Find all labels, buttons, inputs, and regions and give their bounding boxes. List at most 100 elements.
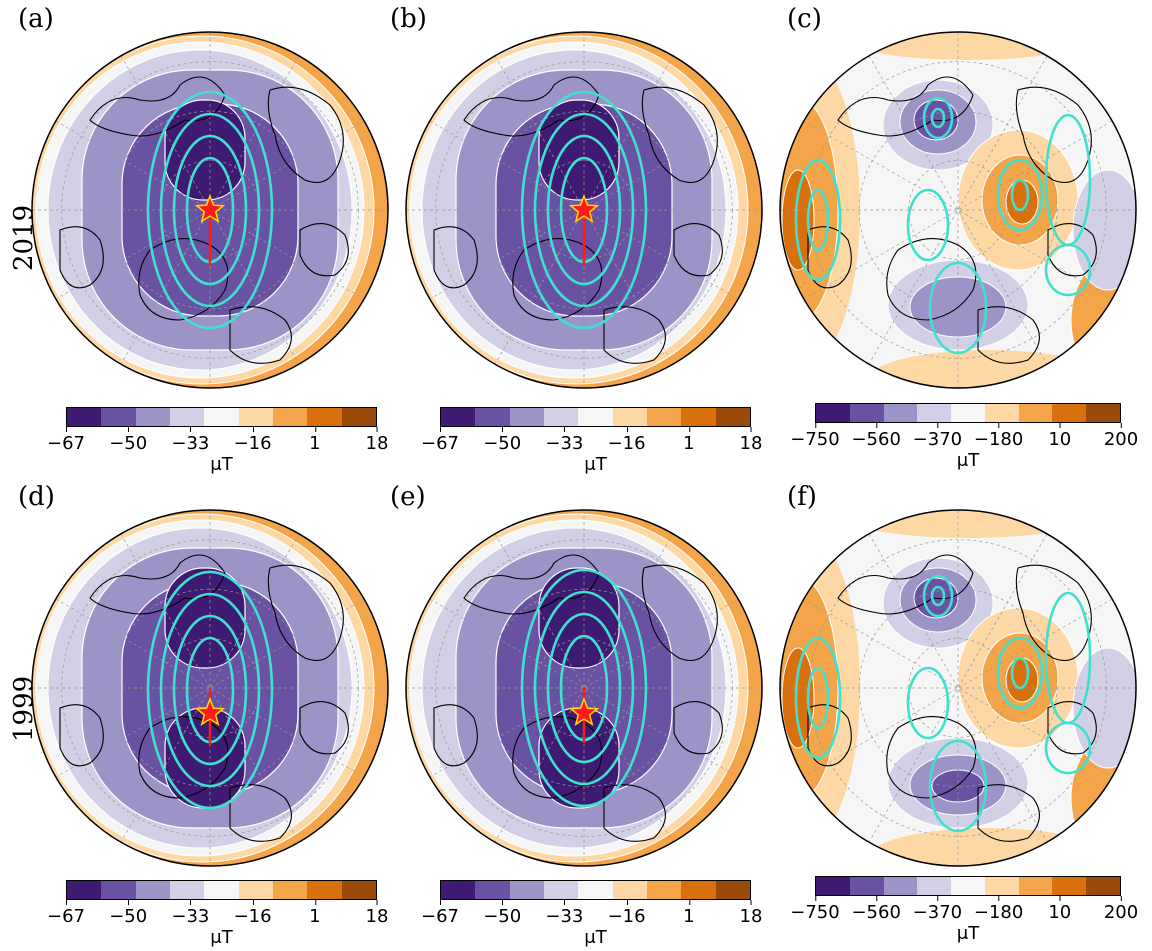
- colorbar-segment: [135, 408, 170, 426]
- colorbar-segment: [578, 408, 613, 426]
- graticule-longitude: [55, 120, 365, 300]
- globe-outline: [405, 31, 763, 389]
- field-map: [32, 32, 388, 388]
- globe-outline: [31, 509, 389, 867]
- colorbar-tick-label: 200: [1103, 423, 1139, 450]
- colorbar-tick-label: 1: [309, 900, 321, 927]
- colorbar-segment: [341, 408, 376, 426]
- colorbar-segment: [1018, 877, 1053, 895]
- colorbar-segment: [883, 404, 918, 422]
- coastline: [59, 704, 104, 767]
- coastline: [1047, 701, 1097, 755]
- probability-contour: [922, 96, 954, 140]
- coastline: [512, 238, 603, 321]
- coastline: [229, 306, 292, 364]
- colorbar-segment: [951, 877, 985, 895]
- colorbar-segment: [1052, 404, 1087, 422]
- colorbar-segment: [612, 881, 647, 899]
- colorbar-tick-label: 18: [739, 427, 763, 454]
- probability-contour: [1044, 243, 1092, 297]
- colorbar-segment: [204, 408, 239, 426]
- colorbar-tick-label: −50: [483, 427, 522, 454]
- colorbar-tick-label: −370: [912, 423, 963, 450]
- probability-contour: [806, 666, 830, 730]
- colorbar-tick-label: 1: [309, 427, 321, 454]
- colorbar-tick-label: −50: [109, 427, 148, 454]
- graticule-latitude: [484, 110, 684, 310]
- colorbar-segment: [849, 404, 884, 422]
- coastline: [299, 701, 349, 755]
- graticule-longitude: [429, 120, 739, 300]
- coastline: [603, 306, 666, 364]
- colorbar-segment: [681, 408, 716, 426]
- probability-contour: [546, 612, 622, 764]
- graticule-longitude: [494, 533, 674, 843]
- probability-contour: [1010, 178, 1030, 212]
- graticule-latitude: [534, 160, 634, 260]
- colorbar-segment: [272, 408, 308, 426]
- probability-contour: [185, 156, 235, 264]
- probability-contour: [806, 188, 830, 252]
- graticule-longitude: [429, 598, 739, 778]
- graticule-longitude: [803, 120, 1113, 300]
- colorbar-unit-label: μT: [956, 923, 980, 944]
- colorbar-tick-label: −16: [607, 900, 646, 927]
- probability-contour: [928, 739, 988, 833]
- colorbar-segment: [441, 881, 476, 899]
- colorbar: [66, 407, 377, 427]
- graticule-longitude: [494, 533, 674, 843]
- colorbar-tick-label: −67: [421, 427, 459, 454]
- colorbar: [440, 407, 751, 427]
- probability-contour: [996, 158, 1044, 232]
- colorbar-unit-label: μT: [584, 454, 607, 475]
- probability-contour: [533, 112, 635, 308]
- graticule-latitude: [61, 539, 359, 837]
- coastline: [673, 223, 723, 277]
- coastline: [463, 76, 600, 137]
- coastline: [837, 76, 974, 137]
- colorbar-segment: [101, 881, 136, 899]
- probability-contour: [172, 134, 248, 286]
- colorbar-tick-label: −67: [421, 900, 459, 927]
- pole-star-icon: [194, 193, 226, 223]
- coastline: [886, 238, 977, 321]
- panel-label: (a): [18, 4, 54, 34]
- colorbar-tick-label: 18: [739, 900, 763, 927]
- colorbar-segment: [1018, 404, 1053, 422]
- colorbar-tick-label: −560: [851, 896, 901, 923]
- colorbar: [440, 880, 751, 900]
- pole-star-icon: [194, 696, 226, 726]
- coastline: [433, 226, 478, 289]
- colorbar-segment: [272, 881, 308, 899]
- graticule-longitude: [120, 55, 300, 365]
- coastline: [267, 86, 344, 184]
- graticule-longitude: [429, 120, 739, 300]
- colorbar-unit-label: μT: [210, 927, 233, 948]
- colorbar-segment: [816, 404, 850, 422]
- coastline: [267, 564, 344, 662]
- coastline: [641, 86, 718, 184]
- coastline: [138, 238, 229, 321]
- probability-contour: [930, 107, 946, 129]
- probability-contour: [520, 90, 648, 330]
- graticule-longitude: [868, 533, 1048, 843]
- probability-contour: [1044, 591, 1092, 725]
- coastline: [433, 704, 478, 767]
- probability-contour: [922, 574, 954, 618]
- colorbar-tick-label: −750: [790, 423, 840, 450]
- probability-contour: [520, 568, 648, 808]
- graticule-longitude: [494, 55, 674, 365]
- globe-outline: [779, 509, 1137, 867]
- colorbar-tick-label: 10: [1048, 896, 1072, 923]
- graticule-latitude: [809, 539, 1107, 837]
- coastline: [89, 554, 226, 615]
- colorbar-segment: [307, 881, 342, 899]
- graticule-longitude: [868, 533, 1048, 843]
- colorbar-segment: [715, 408, 750, 426]
- globe-outline: [405, 509, 763, 867]
- graticule-longitude: [868, 55, 1048, 365]
- colorbar: [815, 403, 1121, 423]
- colorbar-segment: [135, 881, 170, 899]
- coastline: [1047, 223, 1097, 277]
